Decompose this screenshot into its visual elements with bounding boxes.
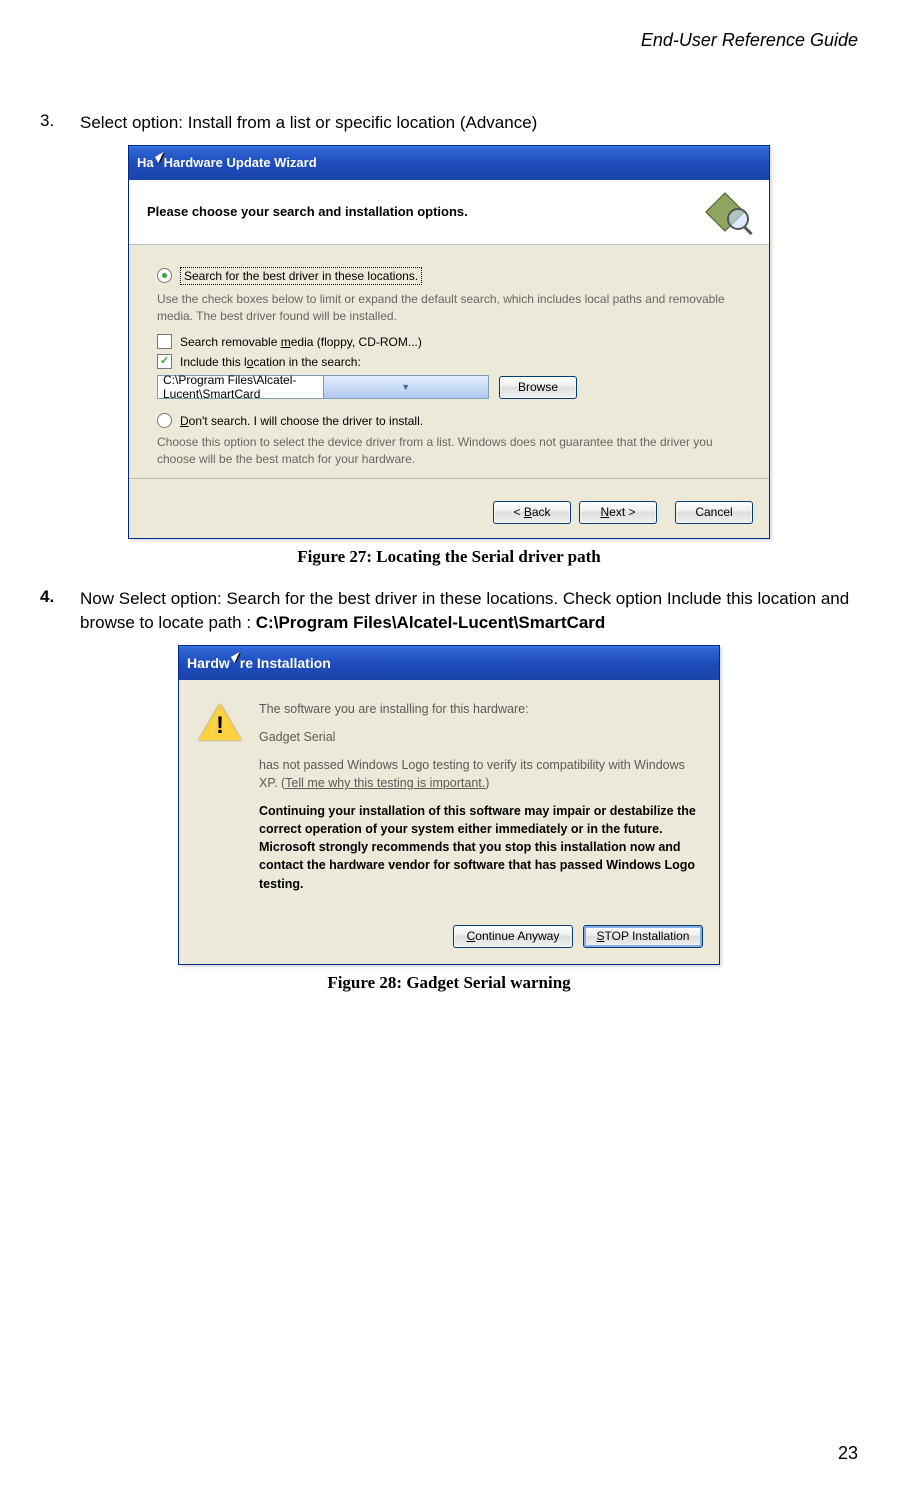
checkbox-include-location[interactable]: Include this location in the search: [157,354,741,369]
step-4-text: Now Select option: Search for the best d… [80,587,858,635]
figure-28-caption: Figure 28: Gadget Serial warning [40,973,858,993]
checkbox-icon [157,354,172,369]
checkbox-removable-media[interactable]: Search removable media (floppy, CD-ROM..… [157,334,741,349]
warn-device-name: Gadget Serial [259,728,699,746]
warning-icon: ! [199,704,241,742]
warn-line-1: The software you are installing for this… [259,700,699,718]
doc-header: End-User Reference Guide [40,30,858,51]
subheader-text: Please choose your search and installati… [147,204,468,219]
dialog-titlebar: Ha Hardware Update Wizard [129,146,769,180]
back-button[interactable]: < Back [493,501,571,524]
radio-icon [157,413,172,428]
cursor-icon [232,654,246,672]
step-4: 4. Now Select option: Search for the bes… [40,587,858,635]
step-3: 3. Select option: Install from a list or… [40,111,858,135]
hardware-installation-dialog: Hardw re Installation ! The software you… [178,645,720,965]
warn-logo-text: has not passed Windows Logo testing to v… [259,756,699,792]
continue-anyway-button[interactable]: Continue Anyway [453,925,573,948]
titlebar-text: Ha [137,155,154,170]
titlebar-text-2: re Installation [240,655,331,671]
cursor-icon [156,154,170,172]
cancel-button[interactable]: Cancel [675,501,753,524]
chevron-down-icon[interactable]: ▼ [323,376,489,398]
next-button[interactable]: Next > [579,501,657,524]
why-testing-link[interactable]: Tell me why this testing is important. [285,776,485,790]
checkbox-removable-label: Search removable media (floppy, CD-ROM..… [180,335,422,349]
radio1-help: Use the check boxes below to limit or ex… [157,291,741,325]
radio-search-best-label: Search for the best driver in these loca… [180,267,422,285]
radio-icon [157,268,172,283]
hardware-update-wizard-dialog: Ha Hardware Update Wizard Please choose … [128,145,770,539]
titlebar-text: Hardw [187,655,230,671]
figure-27-caption: Figure 27: Locating the Serial driver pa… [40,547,858,567]
radio2-help: Choose this option to select the device … [157,434,741,468]
checkbox-icon [157,334,172,349]
checkbox-include-label: Include this location in the search: [180,355,361,369]
warn-strong-text: Continuing your installation of this sof… [259,802,699,893]
titlebar-text-2: Hardware Update Wizard [164,155,317,170]
step-3-text: Select option: Install from a list or sp… [80,111,537,135]
hardware-search-icon [707,192,751,232]
browse-button[interactable]: Browse [499,376,577,399]
step-3-num: 3. [40,111,80,135]
path-combobox[interactable]: C:\Program Files\Alcatel-Lucent\SmartCar… [157,375,489,399]
path-value: C:\Program Files\Alcatel-Lucent\SmartCar… [158,373,323,401]
stop-installation-button[interactable]: STOP Installation [583,925,703,948]
page-number: 23 [838,1443,858,1464]
radio-search-best[interactable]: Search for the best driver in these loca… [157,267,741,285]
dialog-subheader: Please choose your search and installati… [129,180,769,245]
step-4-num: 4. [40,587,80,635]
dialog-titlebar: Hardw re Installation [179,646,719,680]
radio-dont-search-label: Don't search. I will choose the driver t… [180,414,423,428]
radio-dont-search[interactable]: Don't search. I will choose the driver t… [157,413,741,428]
